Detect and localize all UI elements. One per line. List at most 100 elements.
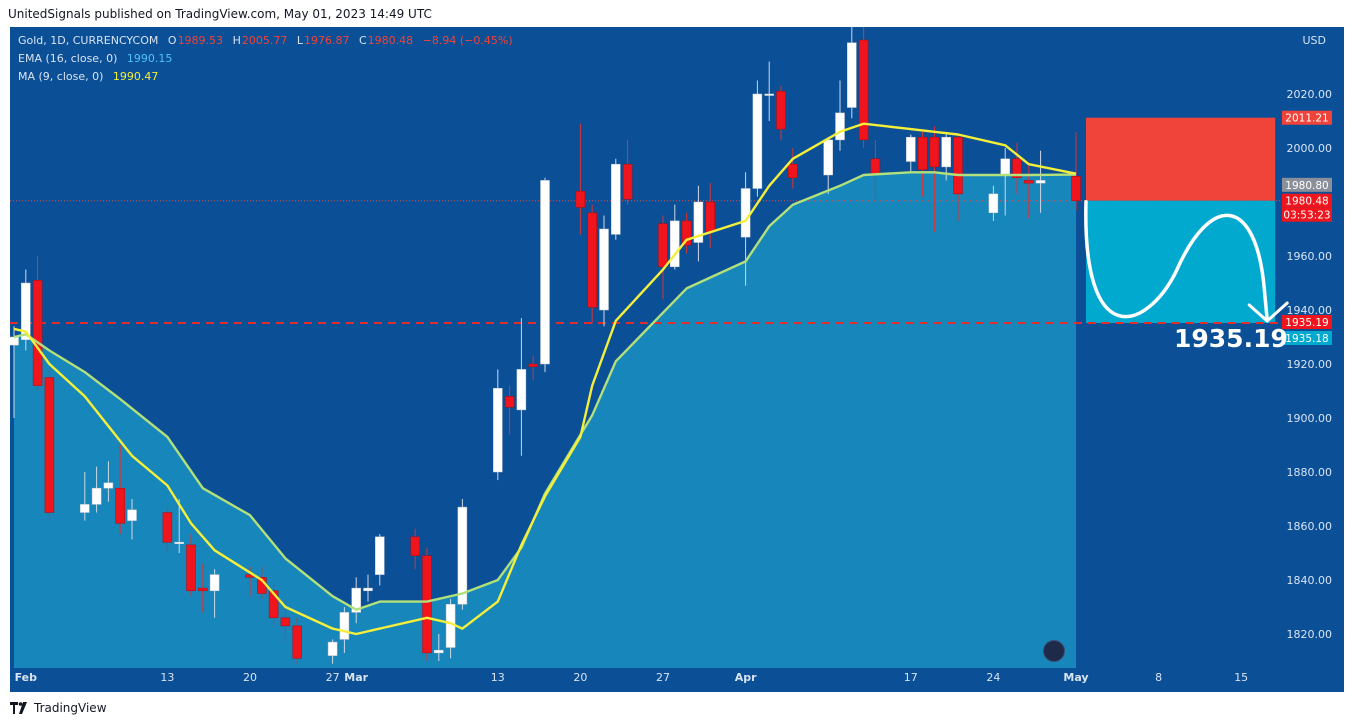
target-annotation: 1935.19 [1174, 323, 1288, 353]
footer: TradingView [10, 701, 107, 715]
candle-down [1024, 180, 1034, 184]
tradingview-logo-icon [10, 702, 27, 714]
candle-up [740, 188, 751, 238]
price-label-stop [1282, 110, 1332, 125]
candle-down [198, 587, 208, 592]
low-value: 1976.87 [303, 34, 350, 47]
candle-down [953, 136, 963, 195]
candle-down [1071, 176, 1081, 201]
x-tick-label: 20 [573, 671, 587, 684]
currency-label: USD [1302, 34, 1326, 47]
publisher-line: UnitedSignals published on TradingView.c… [8, 7, 432, 21]
candle-up [941, 136, 951, 168]
candle-up [847, 42, 857, 108]
x-tick-label: 24 [986, 671, 1000, 684]
candle-down [622, 163, 633, 200]
price-label-text: 1935.18 [1285, 333, 1328, 345]
x-tick-label: 8 [1155, 671, 1162, 684]
candle-up [823, 139, 833, 176]
candle-up [764, 93, 774, 96]
candle-down [1012, 158, 1022, 178]
x-tick-label: 17 [904, 671, 918, 684]
candle-down [32, 280, 43, 386]
projection-arrowhead [1247, 301, 1289, 323]
candle-up [1035, 180, 1046, 184]
stop-zone[interactable] [1086, 117, 1276, 201]
candle-down [575, 190, 586, 208]
price-label-countdown [1282, 207, 1332, 222]
ema-label: EMA (16, close, 0) [18, 52, 118, 65]
candle-down [186, 544, 196, 592]
y-tick-label: 1880.00 [1287, 466, 1333, 479]
open-value: 1989.53 [177, 34, 224, 47]
candle-down [858, 39, 869, 141]
y-tick-label: 1840.00 [1287, 574, 1333, 587]
candle-up [752, 93, 763, 189]
candle-up [351, 587, 361, 613]
candle-up [516, 369, 527, 411]
alert-icon[interactable] [1043, 640, 1065, 662]
x-tick-label: 15 [1234, 671, 1248, 684]
price-label-text: 2011.21 [1285, 113, 1328, 125]
ma-legend: MA (9, close, 0) 1990.47 [18, 70, 158, 83]
y-tick-label: 1860.00 [1287, 520, 1333, 533]
price-label-text: 1980.48 [1285, 196, 1328, 208]
price-label-target [1282, 331, 1332, 346]
ema-value: 1990.15 [126, 52, 173, 65]
candle-up [1000, 158, 1010, 176]
ema-area [14, 172, 1076, 669]
candle-down [528, 363, 538, 367]
x-tick-label: 20 [243, 671, 257, 684]
candle-up [91, 487, 102, 505]
high-value: 2005.77 [241, 34, 288, 47]
candle-down [681, 220, 692, 246]
x-tick-label: Mar [344, 671, 368, 684]
y-tick-label: 1900.00 [1287, 412, 1333, 425]
x-tick-label: Apr [735, 671, 757, 684]
symbol-label: Gold, 1D, CURRENCYCOM [18, 34, 159, 47]
candle-down [587, 212, 597, 308]
x-tick-label: May [1063, 671, 1088, 684]
candle-down [705, 201, 715, 232]
candle-up [21, 282, 31, 340]
candle-down [280, 617, 291, 627]
close-value: 1980.48 [367, 34, 414, 47]
price-chart[interactable]: USD 1820.00 1840.00 1860.00 1880.00 1900.00 19… [10, 27, 1344, 692]
candle-down [504, 396, 515, 408]
candle-down [917, 136, 928, 170]
ma-value: 1990.47 [112, 70, 159, 83]
candle-up [103, 482, 114, 489]
change-value: −8.94 (−0.45%) [422, 34, 513, 47]
candle-up [540, 180, 550, 365]
y-tick-label: 1940.00 [1287, 304, 1333, 317]
candle-up [670, 220, 680, 268]
y-tick-label: 2020.00 [1287, 88, 1333, 101]
chart-area[interactable]: USD 1820.00 1840.00 1860.00 1880.00 1900.00 19… [10, 27, 1344, 692]
x-tick-label: Feb [15, 671, 38, 684]
candle-up [127, 509, 137, 521]
candle-up [493, 388, 503, 473]
price-label-text: 1935.19 [1285, 317, 1328, 329]
y-tick-label: 1820.00 [1287, 628, 1333, 641]
x-tick-label: 27 [326, 671, 340, 684]
candle-down [268, 590, 279, 619]
candle-up [599, 228, 609, 311]
candle-down [44, 377, 55, 513]
candle-down [658, 223, 668, 268]
candle-down [870, 158, 881, 176]
candle-down [422, 555, 432, 654]
candle-down [115, 487, 125, 524]
projection-curve [1084, 199, 1269, 322]
ema-legend: EMA (16, close, 0) 1990.15 [18, 52, 172, 65]
candle-down [162, 512, 173, 543]
y-tick-label: 2000.00 [1287, 142, 1333, 155]
y-tick-label: 1960.00 [1287, 250, 1333, 263]
x-tick-label: 13 [491, 671, 505, 684]
x-tick-label: 27 [656, 671, 670, 684]
footer-brand: TradingView [34, 701, 107, 715]
candle-up [209, 574, 220, 592]
close-label: C [358, 34, 367, 47]
price-label-text: 03:53:23 [1283, 210, 1330, 222]
candle-up [363, 587, 373, 592]
candle-down [776, 91, 786, 130]
